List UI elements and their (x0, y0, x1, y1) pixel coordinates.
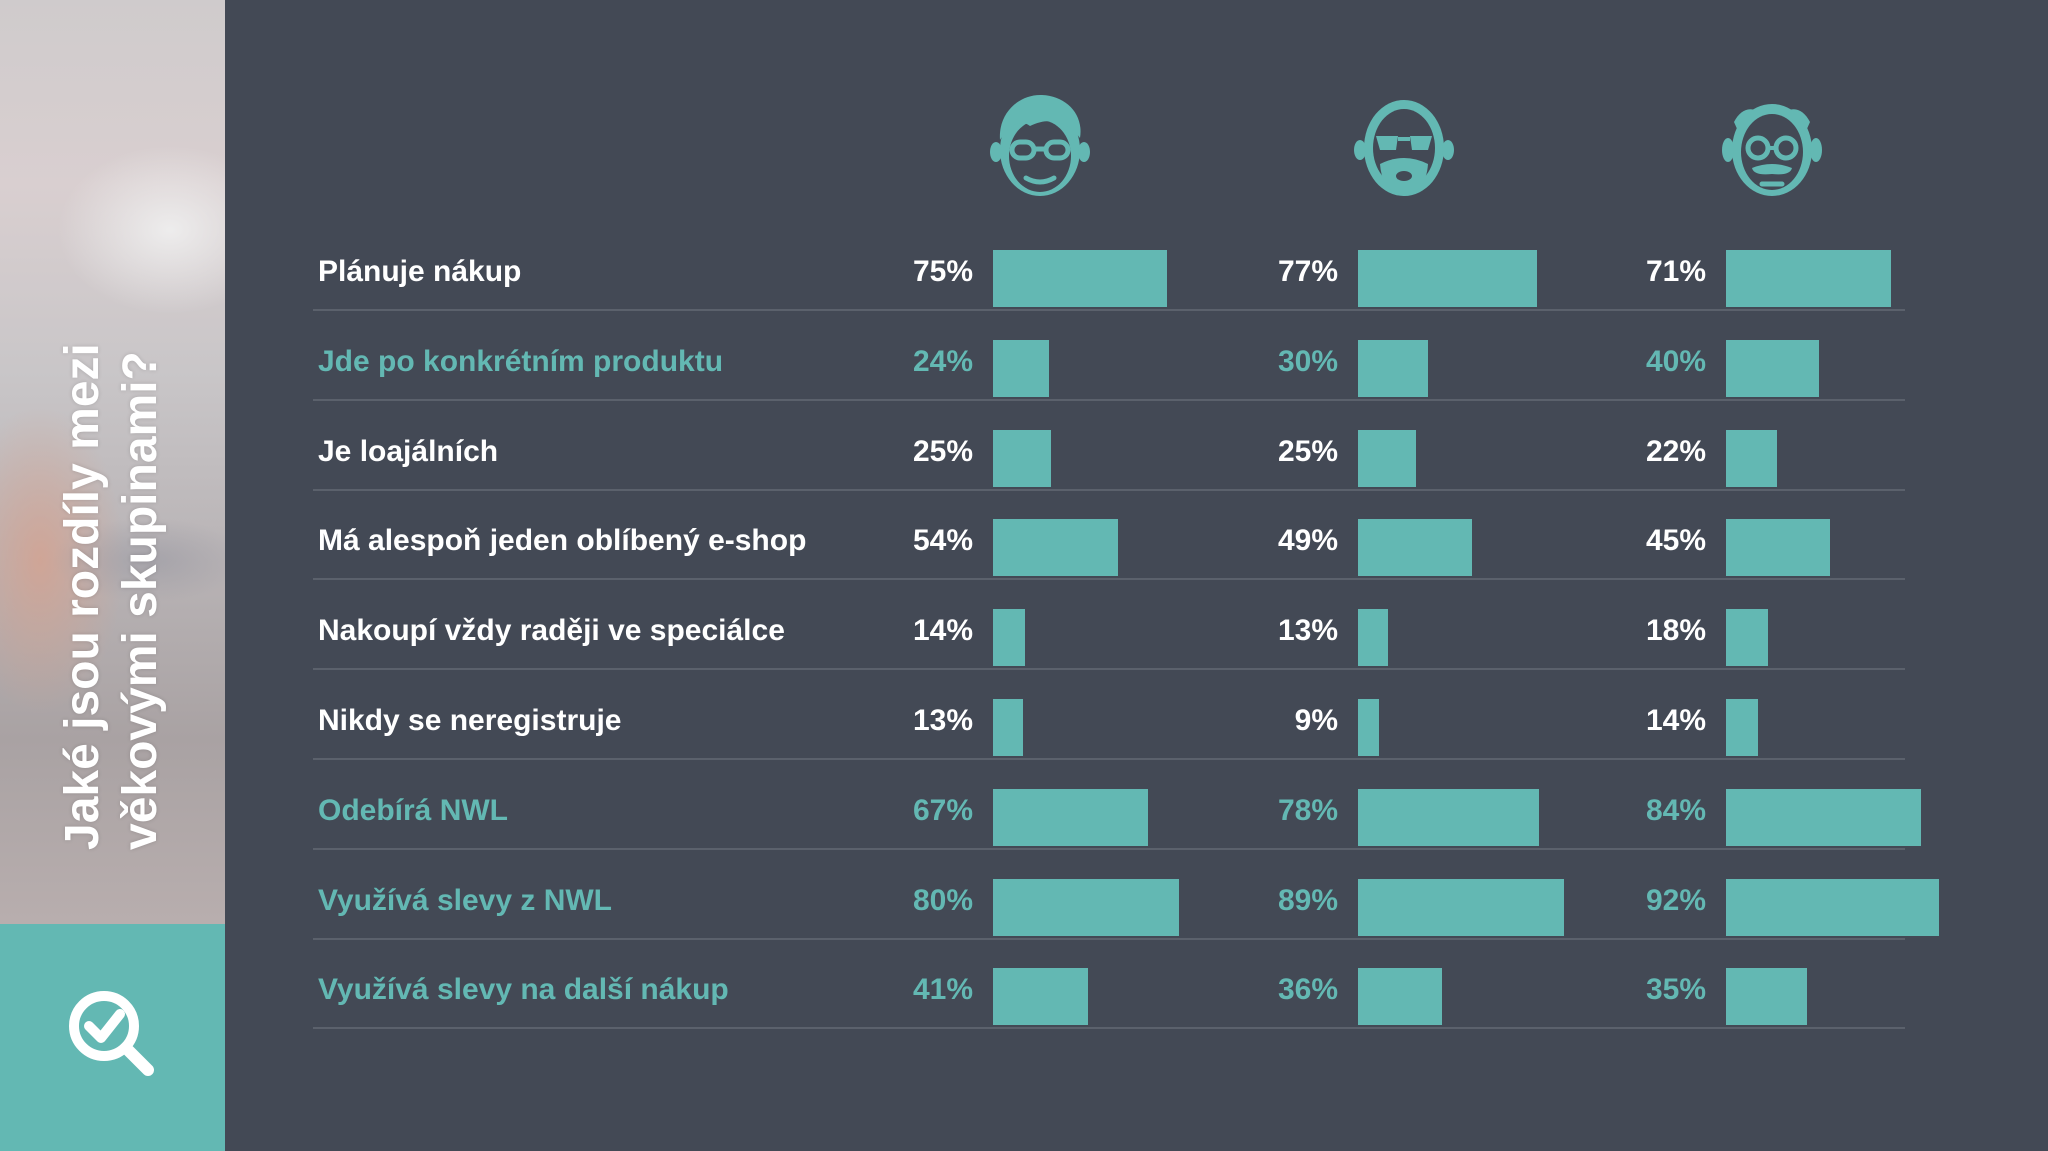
chart-row: Využívá slevy z NWL 80% 89% 92% (0, 861, 2048, 951)
bar (1358, 699, 1379, 756)
value-label: 25% (1277, 434, 1338, 468)
category-label: Odebírá NWL (318, 793, 509, 827)
category-label: Jde po konkrétním produktu (318, 344, 724, 378)
bar (1358, 609, 1389, 667)
bar (1726, 788, 1921, 846)
chart-row: Jde po konkrétním produktu 24% 30% 40% (0, 322, 2048, 412)
value-label: 67% (912, 793, 973, 827)
bar (1726, 339, 1819, 397)
bar (1726, 429, 1778, 487)
bar (1726, 519, 1831, 577)
chart-row: Plánuje nákup 75% 77% 71% (0, 232, 2048, 322)
category-label: Využívá slevy na další nákup (318, 973, 729, 1007)
bar (993, 878, 1179, 936)
sidebar: Jaké jsou rozdíly mezi věkovými skupinam… (0, 0, 225, 1151)
bar (1358, 429, 1416, 487)
bar (993, 250, 1167, 307)
row-divider (313, 398, 1905, 401)
value-label: 30% (1277, 344, 1338, 378)
search-check-icon (69, 991, 154, 1076)
chart-row: Nikdy se neregistruje 13% 9% 14% (0, 681, 2048, 771)
category-label: Nikdy se neregistruje (318, 704, 622, 737)
category-label: Je loajálních (318, 434, 499, 468)
category-label: Nakoupí vždy raději ve speciálce (318, 614, 785, 648)
chart-row: Je loajálních 25% 25% 22% (0, 412, 2048, 502)
bar (993, 788, 1149, 846)
value-label: 13% (1277, 614, 1338, 648)
bar (993, 339, 1049, 397)
chart-row: Nakoupí vždy raději ve speciálce 14% 13% 18… (0, 591, 2048, 681)
bar (993, 968, 1089, 1026)
bar (1358, 339, 1428, 397)
category-label: Plánuje nákup (318, 255, 522, 288)
bar (1726, 250, 1891, 307)
bar (993, 429, 1051, 487)
value-label: 77% (1277, 255, 1338, 288)
value-label: 22% (1645, 434, 1706, 468)
young-person-glasses-icon (990, 94, 1090, 196)
value-label: 13% (912, 704, 973, 737)
bar (993, 609, 1026, 667)
bar (993, 519, 1119, 577)
sidebar-badge (0, 924, 225, 1151)
value-label: 9% (1294, 704, 1338, 737)
bar (1726, 878, 1940, 936)
value-label: 89% (1277, 883, 1338, 917)
value-label: 14% (1645, 704, 1706, 737)
value-label: 24% (912, 344, 973, 378)
value-label: 41% (912, 973, 973, 1007)
bar (1358, 878, 1565, 936)
bar (1726, 699, 1759, 756)
category-label: Využívá slevy z NWL (318, 883, 612, 917)
row-divider (313, 758, 1905, 760)
row-divider (313, 668, 1905, 671)
bar (1358, 788, 1539, 846)
value-label: 84% (1645, 793, 1706, 827)
sidebar-photo (0, 0, 225, 924)
value-label: 92% (1645, 883, 1706, 917)
row-divider (313, 1027, 1905, 1030)
row-divider (313, 847, 1905, 850)
value-label: 71% (1645, 255, 1706, 288)
value-label: 40% (1645, 344, 1706, 378)
value-label: 25% (912, 434, 973, 468)
value-label: 80% (912, 883, 973, 917)
row-divider (313, 578, 1905, 581)
bar (1358, 968, 1442, 1026)
bar (1358, 250, 1537, 307)
value-label: 54% (912, 524, 973, 558)
chart-row: Využívá slevy na další nákup 41% 36% 35% (0, 950, 2048, 1040)
chart-row: Odebírá NWL 67% 78% 84% (0, 771, 2048, 861)
value-label: 45% (1645, 524, 1706, 558)
value-label: 36% (1277, 973, 1338, 1007)
category-label: Má alespoň jeden oblíbený e-shop (318, 524, 807, 558)
value-label: 78% (1277, 793, 1338, 827)
value-label: 14% (912, 614, 973, 648)
row-divider (313, 488, 1905, 491)
bar (1726, 968, 1808, 1026)
chart-row: Má alespoň jeden oblíbený e-shop 54% 49% 45… (0, 501, 2048, 591)
row-divider (313, 937, 1905, 940)
value-label: 49% (1277, 524, 1338, 558)
bearded-person-sunglasses-icon (1354, 100, 1454, 196)
value-label: 75% (912, 255, 973, 288)
row-divider (313, 309, 1905, 311)
bar (1358, 519, 1472, 577)
bar (1726, 609, 1768, 667)
value-label: 35% (1645, 973, 1706, 1007)
value-label: 18% (1645, 614, 1706, 648)
elderly-person-glasses-icon (1722, 104, 1822, 196)
bar (993, 699, 1024, 756)
